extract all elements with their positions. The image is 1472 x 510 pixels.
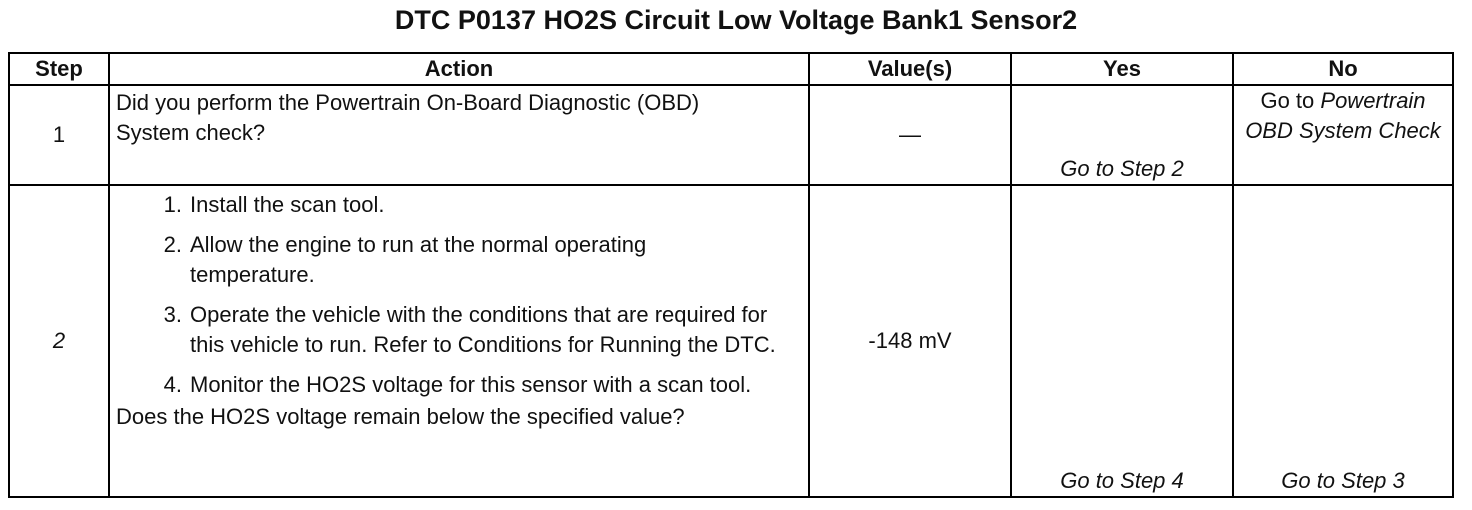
action-question: Does the HO2S voltage remain below the s… [116, 404, 685, 429]
yes-cell: Go to Step 2 [1010, 84, 1234, 186]
value-cell: -148 mV [808, 184, 1012, 498]
action-step: 1. Install the scan tool. [116, 190, 802, 220]
table-row: 1 Did you perform the Powertrain On-Boar… [8, 84, 1454, 186]
header-cell: Yes [1010, 52, 1234, 86]
table-row: 2 1. Install the scan tool. 2. Allow the e… [8, 184, 1454, 498]
step-number: 3. [163, 302, 182, 327]
header-row: Step Action Value(s) Yes No [8, 52, 1454, 86]
value-cell: — [808, 84, 1012, 186]
action-question: Did you perform the Powertrain On-Board … [116, 90, 700, 145]
step-number: 2. [163, 232, 182, 257]
no-cell: Go to Step 3 [1232, 184, 1454, 498]
action-steps: 1. Install the scan tool. 2. Allow the eng… [116, 190, 802, 400]
header-cell: No [1232, 52, 1454, 86]
action-step: 4. Monitor the HO2S voltage for this sens… [116, 370, 802, 400]
action-step: 2. Allow the engine to run at the normal … [116, 230, 802, 290]
header-cell: Step [8, 52, 110, 86]
step-text: Operate the vehicle with the conditions … [190, 302, 776, 357]
step-text: Install the scan tool. [190, 192, 385, 217]
no-prefix: Go to [1260, 88, 1315, 113]
step-cell: 1 [8, 84, 110, 186]
page-title: DTC P0137 HO2S Circuit Low Voltage Bank1… [394, 5, 1078, 35]
action-cell: 1. Install the scan tool. 2. Allow the eng… [108, 184, 810, 498]
action-step: 3. Operate the vehicle with the condition… [116, 300, 802, 360]
diagnostic-table: Step Action Value(s) Yes No 1 Did you pe… [8, 52, 1454, 498]
step-number: 4. [163, 372, 182, 397]
step-number: 1. [163, 192, 182, 217]
step-text: Monitor the HO2S voltage for this sensor… [190, 372, 752, 397]
no-cell: Go to Powertrain OBD System Check [1232, 84, 1454, 186]
header-cell: Value(s) [808, 52, 1012, 86]
step-text: Allow the engine to run at the normal op… [190, 232, 647, 287]
header-cell: Action [108, 52, 810, 86]
no-link: Powertrain OBD System Check [1245, 88, 1441, 143]
step-cell: 2 [8, 184, 110, 498]
action-cell: Did you perform the Powertrain On-Board … [108, 84, 810, 186]
yes-cell: Go to Step 4 [1010, 184, 1234, 498]
